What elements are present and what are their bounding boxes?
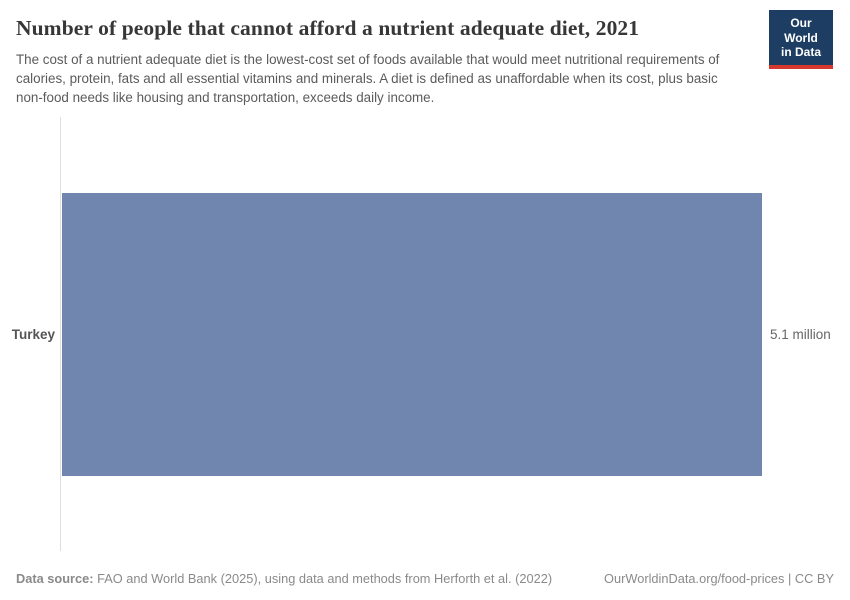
- data-source-text: FAO and World Bank (2025), using data an…: [97, 571, 553, 586]
- owid-logo-line2: in Data: [780, 45, 821, 59]
- owid-logo-line1: Our World: [784, 16, 818, 45]
- bar-row: 5.1 million: [62, 193, 850, 476]
- chart-subtitle: The cost of a nutrient adequate diet is …: [16, 52, 720, 105]
- bar[interactable]: [62, 193, 762, 476]
- y-axis-line: [60, 117, 61, 551]
- bar-value-label: 5.1 million: [770, 327, 831, 342]
- chart-footer: Data source: FAO and World Bank (2025), …: [16, 571, 834, 586]
- data-source-note: Data source: FAO and World Bank (2025), …: [16, 571, 552, 586]
- owid-url-license-link[interactable]: OurWorldinData.org/food-prices | CC BY: [604, 571, 834, 586]
- owid-logo[interactable]: Our World in Data: [769, 10, 833, 69]
- entity-tick-label: Turkey: [11, 327, 55, 342]
- page-title: Number of people that cannot afford a nu…: [16, 16, 640, 40]
- data-source-label: Data source:: [16, 571, 94, 586]
- chart-header: Number of people that cannot afford a nu…: [16, 16, 755, 107]
- entity-label-box: Turkey: [0, 193, 55, 476]
